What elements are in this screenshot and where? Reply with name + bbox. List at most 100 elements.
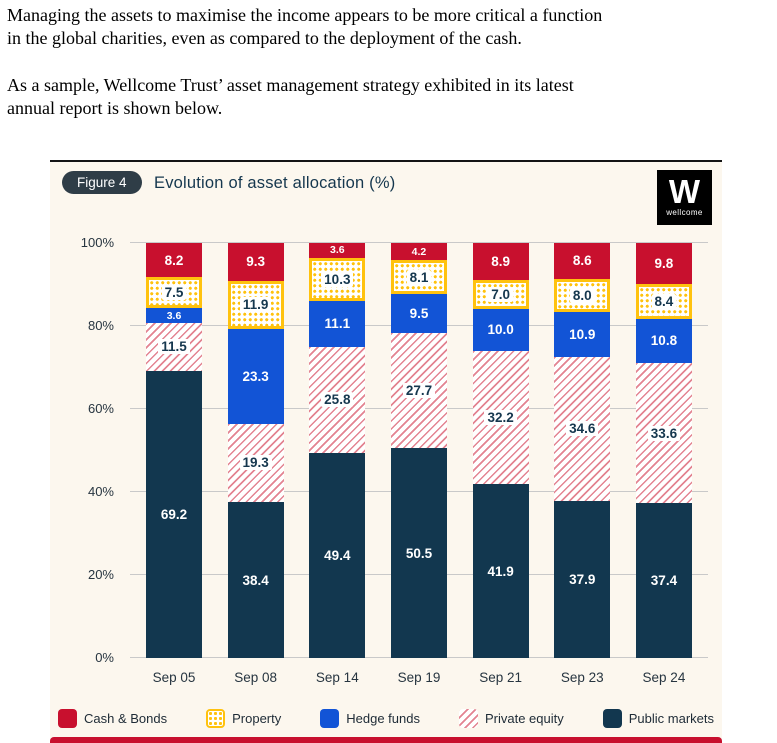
segment-cash-bonds: 9.8 bbox=[635, 243, 692, 284]
segment-public-markets: 69.2 bbox=[146, 370, 202, 658]
bar-sep-14: 3.6 10.3 11.1 25.8 49.4 Sep 14 bbox=[309, 243, 366, 685]
figure-label-badge: Figure 4 bbox=[62, 171, 142, 194]
segment-value-label: 19.3 bbox=[239, 455, 272, 471]
segment-value-label: 7.0 bbox=[488, 286, 514, 302]
y-axis: 0% 20% 40% 60% 80% 100% bbox=[50, 235, 122, 665]
segment-cash-bonds: 8.2 bbox=[146, 243, 202, 278]
segment-value-label: 23.3 bbox=[242, 368, 269, 384]
segment-cash-bonds: 8.9 bbox=[472, 243, 529, 280]
segment-hedge-funds: 3.6 bbox=[146, 308, 202, 324]
legend-swatch-hedge-funds bbox=[320, 708, 340, 728]
gridline bbox=[130, 242, 708, 243]
legend-item-private-equity: Private equity bbox=[458, 708, 564, 728]
x-axis-label: Sep 05 bbox=[152, 670, 196, 685]
segment-property: 8.0 bbox=[554, 278, 611, 312]
segment-value-label: 10.3 bbox=[321, 271, 354, 287]
segment-private-equity: 19.3 bbox=[227, 423, 284, 503]
legend-label: Private equity bbox=[484, 710, 564, 726]
x-axis-label: Sep 21 bbox=[479, 670, 523, 685]
segment-private-equity: 27.7 bbox=[390, 333, 447, 449]
bar-sep-23: 8.6 8.0 10.9 34.6 37.9 Sep 23 bbox=[554, 243, 611, 685]
bar-sep-24: 9.8 8.4 10.8 33.6 37.4 Sep 24 bbox=[635, 243, 692, 685]
segment-value-label: 9.5 bbox=[409, 306, 429, 322]
bar-sep-19: 4.2 8.1 9.5 27.7 50.5 Sep 19 bbox=[390, 243, 447, 685]
segment-cash-bonds: 3.6 bbox=[309, 243, 366, 258]
segment-value-label: 27.7 bbox=[402, 383, 436, 399]
legend: Cash & Bonds Property Hedge funds Private e… bbox=[58, 707, 714, 729]
segment-hedge-funds: 23.3 bbox=[227, 329, 284, 424]
legend-swatch-public-markets bbox=[602, 708, 622, 728]
y-axis-label: 40% bbox=[87, 484, 114, 499]
segment-value-label: 10.9 bbox=[569, 327, 596, 343]
legend-item-property: Property bbox=[206, 708, 282, 728]
segment-value-label: 11.1 bbox=[324, 316, 351, 332]
segment-property: 7.5 bbox=[146, 277, 202, 309]
figure-panel: Figure 4 Evolution of asset allocation (… bbox=[50, 160, 722, 743]
bar-sep-05: 8.2 7.5 3.6 11.5 69.2 Sep 05 bbox=[146, 243, 202, 685]
segment-value-label: 49.4 bbox=[324, 548, 351, 564]
segment-public-markets: 38.4 bbox=[227, 502, 284, 658]
segment-hedge-funds: 9.5 bbox=[390, 294, 447, 334]
legend-swatch-property bbox=[206, 708, 226, 728]
segment-cash-bonds: 4.2 bbox=[390, 243, 447, 261]
y-axis-label: 100% bbox=[80, 235, 114, 250]
segment-hedge-funds: 10.9 bbox=[554, 311, 611, 358]
x-axis-label: Sep 24 bbox=[642, 670, 686, 685]
segment-public-markets: 37.9 bbox=[554, 500, 611, 658]
segment-public-markets: 50.5 bbox=[390, 448, 447, 658]
segment-value-label: 37.9 bbox=[569, 571, 596, 587]
x-axis-label: Sep 23 bbox=[560, 670, 604, 685]
segment-private-equity: 11.5 bbox=[146, 323, 202, 371]
segment-cash-bonds: 8.6 bbox=[554, 243, 611, 279]
segment-value-label: 10.0 bbox=[487, 322, 514, 338]
wellcome-logo-letter: W bbox=[668, 173, 701, 211]
segment-private-equity: 25.8 bbox=[309, 346, 366, 454]
segment-public-markets: 37.4 bbox=[635, 502, 692, 658]
segment-value-label: 50.5 bbox=[405, 545, 433, 561]
segment-value-label: 34.6 bbox=[566, 421, 599, 437]
segment-value-label: 7.5 bbox=[161, 285, 187, 301]
segment-value-label: 8.6 bbox=[572, 253, 592, 269]
segment-value-label: 11.9 bbox=[239, 297, 272, 313]
segment-value-label: 25.8 bbox=[321, 392, 354, 408]
intro-text: Managing the assets to maximise the inco… bbox=[7, 4, 773, 121]
segment-property: 8.4 bbox=[635, 283, 692, 319]
legend-label: Cash & Bonds bbox=[84, 710, 168, 726]
segment-private-equity: 32.2 bbox=[472, 350, 529, 485]
legend-label: Hedge funds bbox=[346, 710, 420, 726]
segment-hedge-funds: 10.8 bbox=[635, 318, 692, 364]
segment-value-label: 9.8 bbox=[654, 255, 674, 271]
segment-value-label: 8.1 bbox=[406, 269, 432, 285]
segment-value-label: 3.6 bbox=[330, 244, 345, 257]
segment-cash-bonds: 9.3 bbox=[227, 243, 284, 281]
y-axis-label: 80% bbox=[87, 318, 114, 333]
wellcome-logo: W wellcome bbox=[657, 170, 712, 225]
segment-value-label: 38.4 bbox=[242, 572, 269, 588]
segment-property: 10.3 bbox=[309, 257, 366, 301]
segment-hedge-funds: 11.1 bbox=[309, 300, 366, 347]
segment-property: 7.0 bbox=[472, 279, 529, 309]
segment-public-markets: 49.4 bbox=[309, 453, 366, 658]
intro-paragraph-1: Managing the assets to maximise the inco… bbox=[7, 5, 603, 49]
bars-container: 8.2 7.5 3.6 11.5 69.2 Sep 05 9.3 11.9 23.3 19.3 38… bbox=[130, 243, 708, 685]
legend-item-cash-bonds: Cash & Bonds bbox=[58, 708, 168, 728]
x-axis-label: Sep 19 bbox=[397, 670, 441, 685]
segment-value-label: 69.2 bbox=[160, 506, 188, 522]
intro-paragraph-2: As a sample, Wellcome Trust’ asset manag… bbox=[7, 74, 574, 119]
segment-property: 11.9 bbox=[227, 280, 284, 330]
segment-value-label: 33.6 bbox=[647, 425, 681, 441]
segment-value-label: 3.6 bbox=[166, 309, 182, 322]
y-axis-label: 0% bbox=[95, 650, 114, 665]
legend-label: Public markets bbox=[628, 710, 714, 726]
legend-label: Property bbox=[232, 710, 282, 726]
figure-title: Evolution of asset allocation (%) bbox=[154, 174, 396, 192]
bar-sep-21: 8.9 7.0 10.0 32.2 41.9 Sep 21 bbox=[472, 243, 529, 685]
segment-value-label: 8.0 bbox=[569, 287, 595, 303]
segment-value-label: 10.8 bbox=[650, 333, 678, 349]
wellcome-logo-word: wellcome bbox=[666, 207, 703, 217]
bar-sep-08: 9.3 11.9 23.3 19.3 38.4 Sep 08 bbox=[227, 243, 284, 685]
bottom-accent-bar bbox=[50, 737, 722, 743]
segment-value-label: 32.2 bbox=[484, 409, 517, 425]
segment-private-equity: 34.6 bbox=[554, 357, 611, 501]
segment-private-equity: 33.6 bbox=[635, 363, 692, 503]
